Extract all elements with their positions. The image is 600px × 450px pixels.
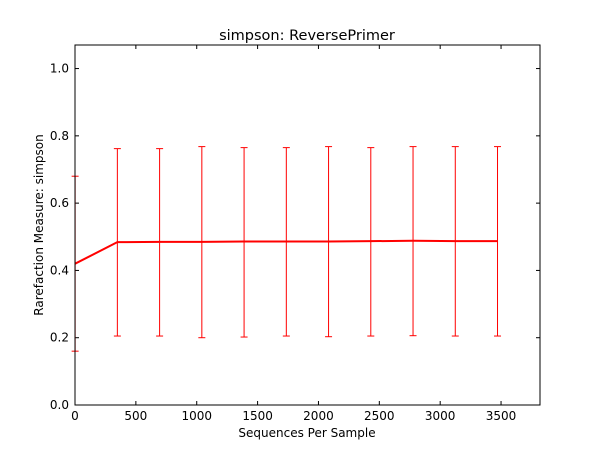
y-tick-label: 0.0 xyxy=(50,398,69,412)
y-tick-label: 0.6 xyxy=(50,196,69,210)
series-line xyxy=(74,239,498,265)
plot-frame xyxy=(74,44,541,406)
ticks-layer: 0 500 1000 1500 2000 2500 3000 3500 0.0 0.2 0.4 0.6… xyxy=(50,45,540,423)
y-tick-label: 1.0 xyxy=(50,62,69,76)
x-tick-label: 2500 xyxy=(364,409,395,423)
x-tick-label: 0 xyxy=(71,409,79,423)
x-tick-label: 2000 xyxy=(303,409,334,423)
x-tick-label: 500 xyxy=(124,409,147,423)
y-tick-label: 0.2 xyxy=(50,331,69,345)
y-tick-label: 0.8 xyxy=(50,129,69,143)
x-tick-label: 3000 xyxy=(425,409,456,423)
chart-title: simpson: ReversePrimer xyxy=(219,28,395,44)
y-tick-label: 0.4 xyxy=(50,263,69,277)
x-tick-label: 1500 xyxy=(242,409,273,423)
x-tick-label: 1000 xyxy=(181,409,212,423)
data-layer xyxy=(71,146,502,352)
x-tick-label: 3500 xyxy=(486,409,517,423)
y-axis-label: Rarefaction Measure: simpson xyxy=(32,134,46,315)
x-axis-label: Sequences Per Sample xyxy=(238,426,375,440)
